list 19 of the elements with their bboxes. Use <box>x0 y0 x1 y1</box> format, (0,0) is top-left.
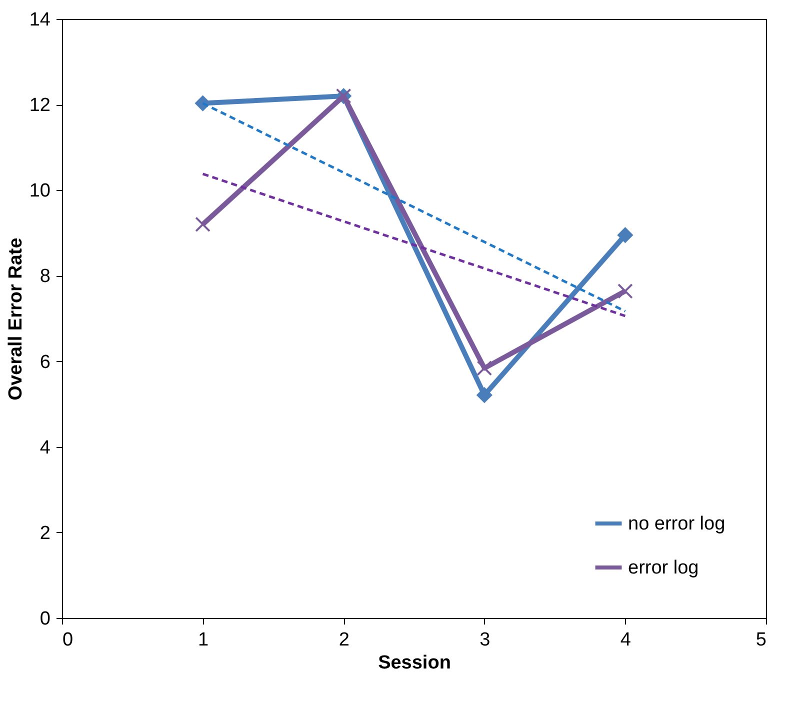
y-tick-label: 6 <box>40 352 50 373</box>
y-tick-label: 4 <box>40 437 51 458</box>
y-tick-label: 8 <box>40 266 50 288</box>
line-series <box>202 172 626 318</box>
x-tick-label: 4 <box>620 630 632 650</box>
y-tick-label: 14 <box>29 10 51 30</box>
x-axis-title: Session <box>378 652 451 674</box>
x-tick-label: 5 <box>756 630 766 650</box>
y-tick-label: 12 <box>29 95 50 116</box>
x-tick-label: 0 <box>62 630 74 650</box>
x-tick-label: 2 <box>338 630 350 650</box>
y-tick-label: 2 <box>40 522 50 544</box>
y-tick-label: 10 <box>29 180 50 202</box>
y-axis-title: Overall Error Rate <box>5 238 26 400</box>
y-tick-label: 0 <box>40 608 50 630</box>
legend-label: no error log <box>628 514 726 534</box>
legend-label: error log <box>628 558 699 578</box>
x-tick-label: 3 <box>480 630 490 650</box>
x-tick-label: 1 <box>198 630 209 650</box>
